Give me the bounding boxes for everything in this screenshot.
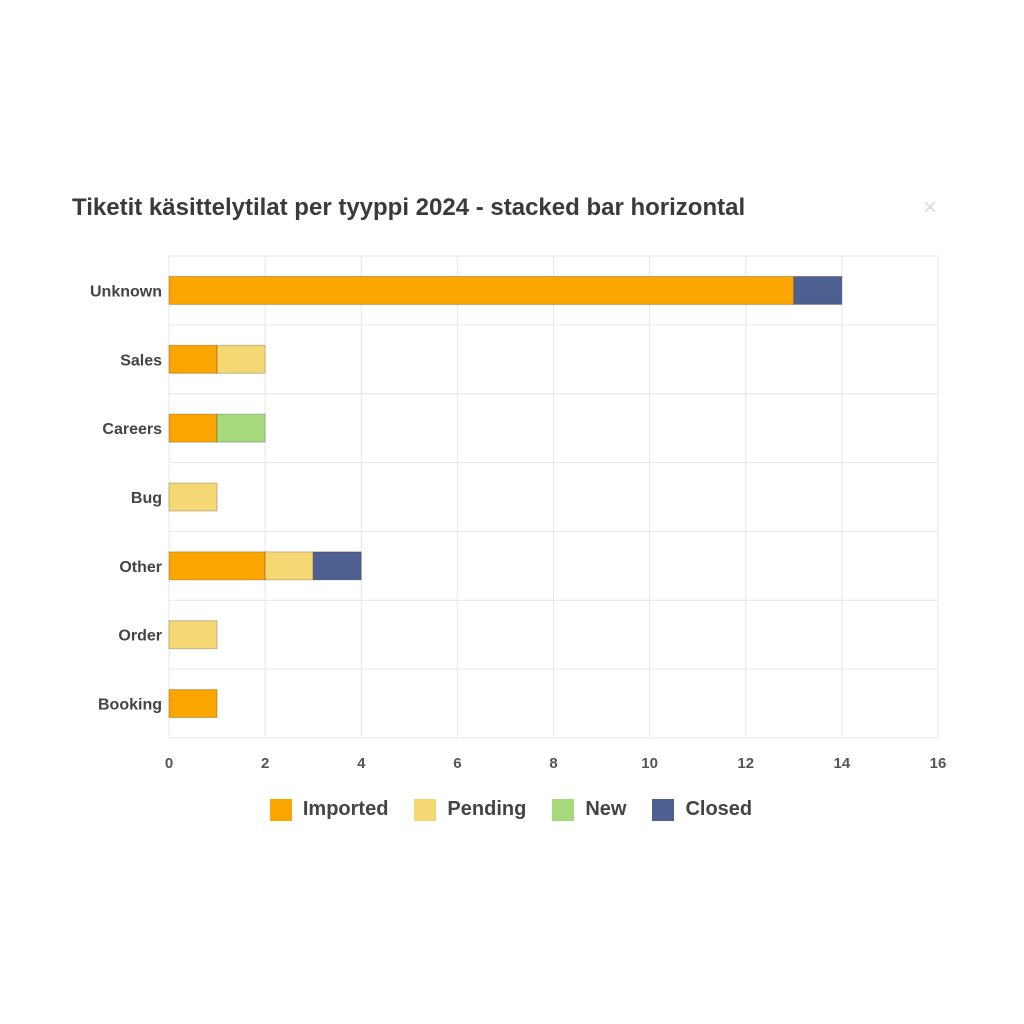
legend-label: Pending bbox=[447, 798, 527, 820]
bar-segment-imported[interactable] bbox=[168, 551, 266, 581]
category-label: Booking bbox=[98, 697, 162, 714]
category-label: Bug bbox=[131, 490, 162, 507]
bar-segment-imported[interactable] bbox=[168, 344, 218, 374]
chart-plot: UnknownSalesCareersBugOtherOrderBooking … bbox=[90, 255, 947, 772]
grid-lines bbox=[168, 255, 939, 739]
bar-segment-closed[interactable] bbox=[312, 551, 362, 581]
legend-swatch bbox=[269, 798, 292, 821]
chart-legend: Imported Pending New Closed bbox=[50, 798, 972, 821]
legend-item-imported[interactable]: Imported bbox=[269, 798, 389, 821]
category-label: Unknown bbox=[90, 283, 162, 300]
bar-segment-pending[interactable] bbox=[168, 482, 218, 512]
close-icon[interactable]: × bbox=[922, 194, 937, 221]
legend-swatch bbox=[552, 798, 575, 821]
bar-segment-pending[interactable] bbox=[264, 551, 314, 581]
bar-segment-imported[interactable] bbox=[168, 275, 795, 305]
x-tick-label: 10 bbox=[641, 755, 658, 772]
chart-title: Tiketit käsittelytilat per tyyppi 2024 -… bbox=[72, 194, 746, 221]
x-tick-label: 16 bbox=[930, 755, 947, 772]
category-label: Order bbox=[118, 628, 162, 645]
x-tick-label: 2 bbox=[261, 755, 269, 772]
x-tick-label: 14 bbox=[834, 755, 851, 772]
legend-label: Imported bbox=[302, 798, 389, 820]
legend-swatch bbox=[652, 798, 675, 821]
category-labels: Unknown Sales Careers Bug Other Order Booking bbox=[90, 283, 162, 713]
x-tick-label: 6 bbox=[453, 755, 461, 772]
legend-item-pending[interactable]: Pending bbox=[414, 798, 526, 821]
x-tick-label: 8 bbox=[549, 755, 557, 772]
bar-segment-imported[interactable] bbox=[168, 689, 218, 719]
category-label: Sales bbox=[120, 352, 162, 369]
legend-item-new[interactable]: New bbox=[552, 798, 626, 821]
category-label: Careers bbox=[102, 421, 162, 438]
bar-segment-new[interactable] bbox=[216, 413, 266, 443]
bar-segment-pending[interactable] bbox=[168, 620, 218, 650]
bar-segment-closed[interactable] bbox=[793, 275, 843, 305]
bars bbox=[168, 275, 843, 719]
chart-card: Tiketit käsittelytilat per tyyppi 2024 -… bbox=[50, 172, 972, 852]
category-label: Other bbox=[119, 559, 162, 576]
legend-label: New bbox=[585, 798, 627, 820]
bar-segment-pending[interactable] bbox=[216, 344, 266, 374]
legend-swatch bbox=[414, 798, 437, 821]
x-tick-labels: 0 2 4 6 8 10 12 14 16 bbox=[165, 755, 947, 772]
x-tick-label: 12 bbox=[737, 755, 754, 772]
x-tick-label: 0 bbox=[165, 755, 173, 772]
legend-label: Closed bbox=[685, 798, 753, 820]
legend-item-closed[interactable]: Closed bbox=[652, 798, 752, 821]
bar-segment-imported[interactable] bbox=[168, 413, 218, 443]
x-tick-label: 4 bbox=[357, 755, 366, 772]
